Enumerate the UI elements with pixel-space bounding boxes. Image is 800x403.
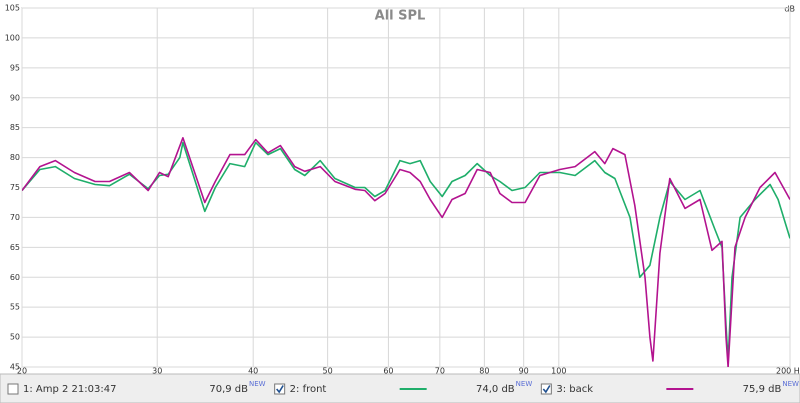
legend-level: 70,9 dB [209, 384, 248, 395]
y-tick-label: 95 [10, 63, 20, 72]
legend-label: 2: front [290, 384, 327, 395]
checkbox[interactable] [7, 383, 19, 395]
chart-bg [0, 0, 800, 372]
series-line [22, 137, 790, 367]
y-tick-label: 70 [10, 213, 20, 222]
legend-tag: NEW [516, 380, 533, 388]
x-tick-label: 40 [248, 367, 258, 376]
legend-level: 74,0 dB [476, 384, 515, 395]
checkmark [276, 385, 284, 394]
checkbox[interactable] [540, 383, 552, 395]
legend-item: 2: front 74,0 dB NEW [274, 380, 533, 395]
legend-level: 75,9 dB [743, 384, 782, 395]
y-tick-label: 55 [10, 303, 20, 312]
chart-title: All SPL [375, 9, 426, 24]
x-tick-label: 200 Hz [776, 367, 800, 376]
series-line [22, 141, 790, 362]
x-tick-label: 80 [479, 367, 489, 376]
legend-item: 3: back 75,9 dB NEW [540, 380, 799, 395]
checkmark [542, 385, 551, 394]
legend-item: 1: Amp 2 21:03:47 70,9 dB NEW [7, 380, 266, 395]
y-tick-label: 90 [10, 93, 20, 102]
x-tick-label: 100 [551, 367, 566, 376]
x-tick-label: 70 [435, 367, 445, 376]
x-tick-label: 30 [152, 367, 162, 376]
x-tick-label: 90 [519, 367, 529, 376]
legend-label: 1: Amp 2 21:03:47 [23, 384, 116, 395]
y-tick-label: 45 [10, 363, 20, 372]
x-tick-label: 60 [383, 367, 393, 376]
x-tick-label: 20 [17, 367, 27, 376]
y-tick-label: 50 [10, 333, 20, 342]
y-tick-label: 65 [10, 243, 20, 252]
legend-tag: NEW [782, 380, 799, 388]
y-tick-label: 85 [10, 123, 20, 132]
y-tick-label: 60 [10, 273, 20, 282]
y-tick-label: 100 [5, 33, 20, 42]
legend-label: 3: back [556, 384, 593, 395]
legend-tag: NEW [249, 380, 266, 388]
y-tick-label: 75 [10, 183, 20, 192]
checkbox[interactable] [274, 383, 286, 395]
x-tick-label: 50 [323, 367, 333, 376]
y-tick-label: 80 [10, 153, 20, 162]
y-tick-label: 105 [5, 4, 20, 13]
